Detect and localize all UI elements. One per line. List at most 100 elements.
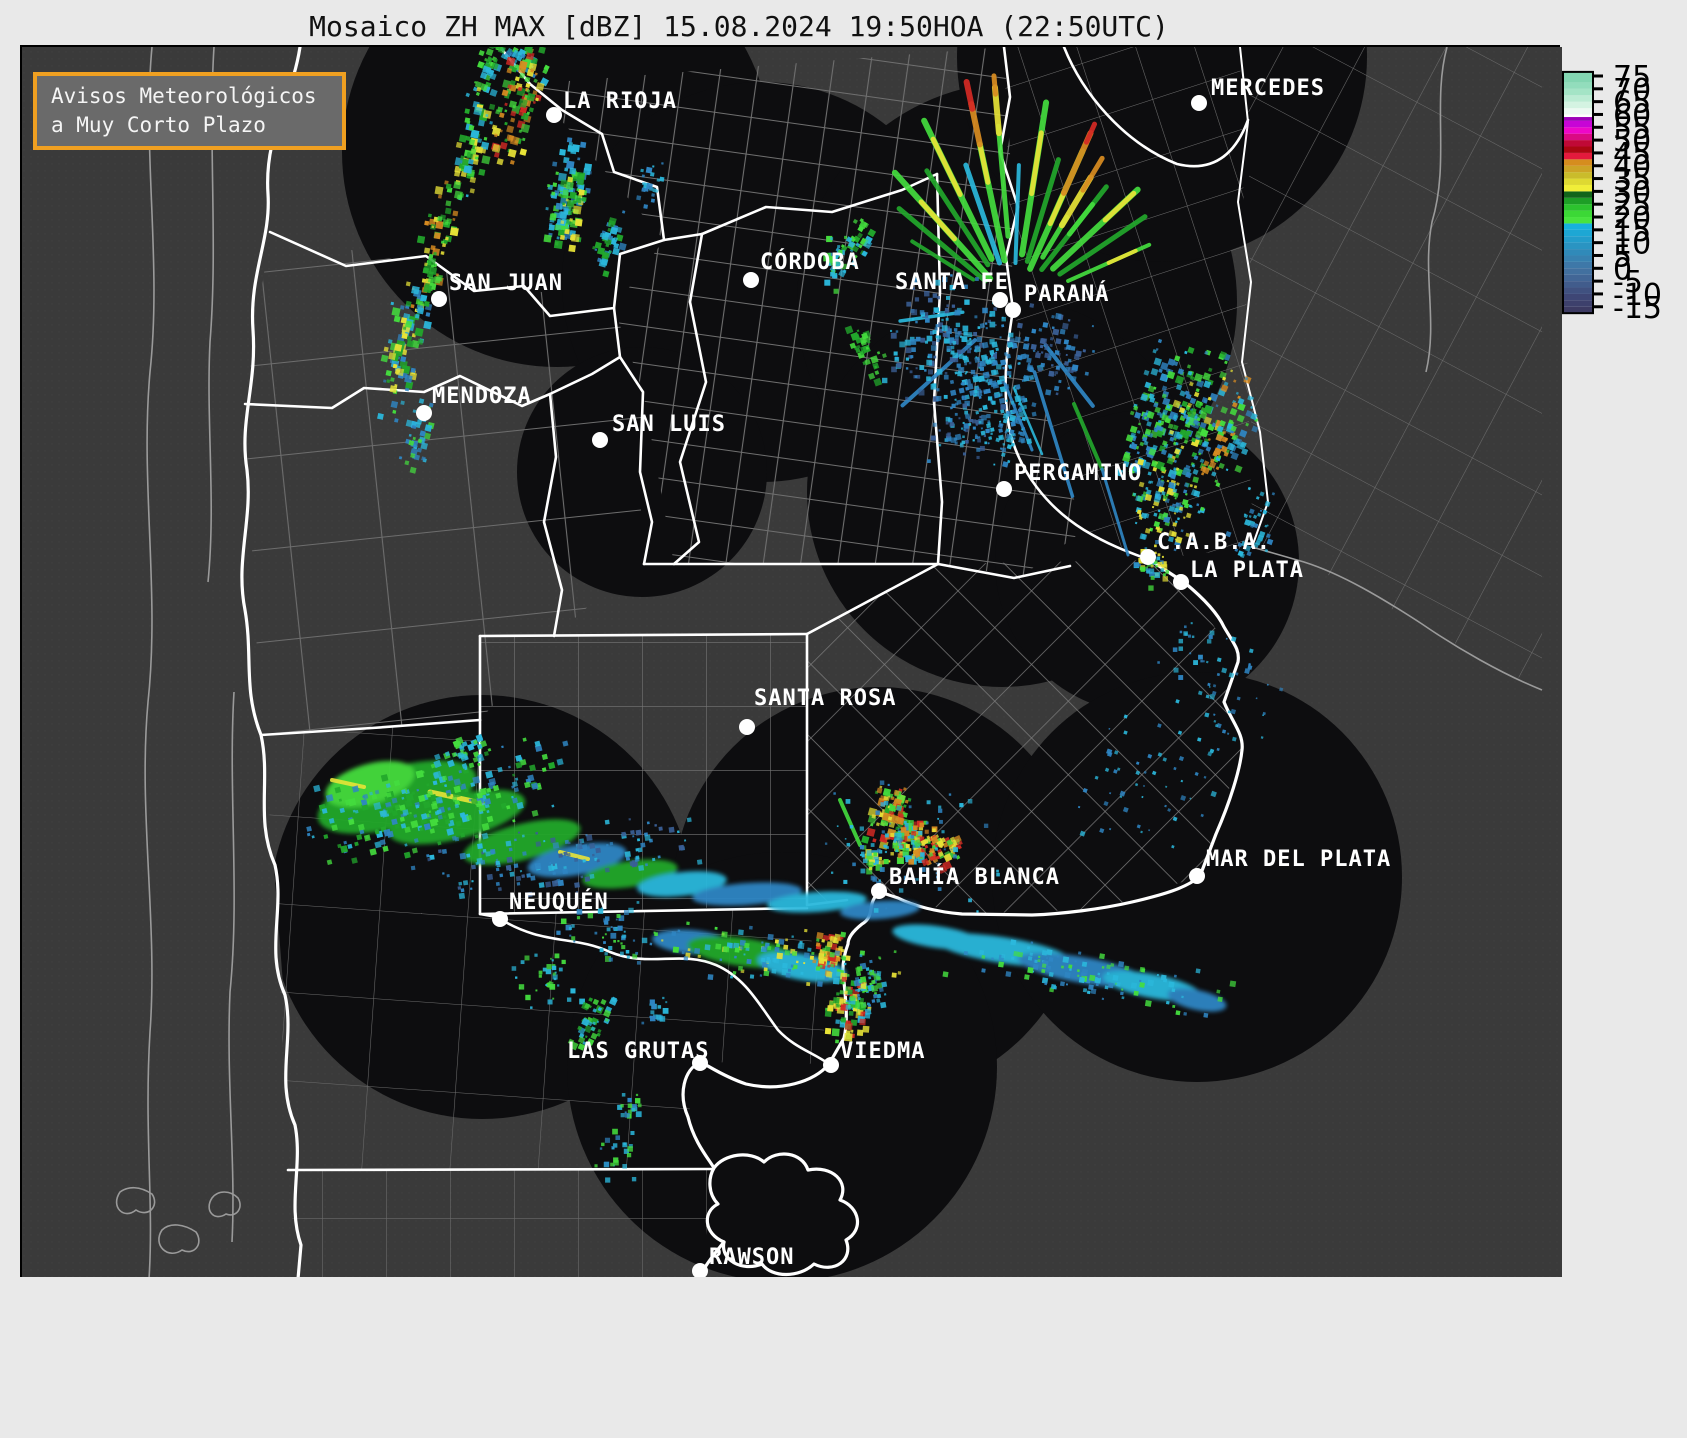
radar-spike (1032, 370, 1075, 499)
colorbar-segment (1563, 108, 1593, 115)
warning-line1: Avisos Meteorológicos (51, 84, 317, 108)
echo-speckle-cluster (1132, 458, 1206, 552)
colorbar-segment (1563, 306, 1593, 314)
radar-spike (995, 123, 1011, 239)
city-dot (996, 481, 1012, 497)
colorbar-segment (1563, 210, 1593, 218)
radar-spike (896, 206, 988, 284)
radar-spike (898, 310, 965, 323)
city-label: SAN LUIS (612, 412, 726, 437)
echo-speckle-cluster (453, 86, 496, 201)
city-label: MENDOZA (432, 384, 532, 409)
colorbar-segment (1563, 274, 1593, 282)
colorbar-tick-label: 10 (1613, 227, 1651, 262)
echo-speckle-cluster (641, 996, 669, 1025)
echo-speckles (306, 47, 1284, 1183)
warning-overlay-box: Avisos Meteorológicos a Muy Corto Plazo (33, 72, 346, 150)
colorbar-segment (1563, 293, 1593, 301)
city-dot (692, 1263, 708, 1279)
colorbar-tick-label: -15 (1613, 291, 1662, 326)
colorbar-segment (1563, 268, 1593, 275)
echo-speckle-cluster (927, 389, 1007, 466)
city-dot (1140, 549, 1156, 565)
echo-speckle-cluster (995, 402, 1037, 468)
city-label: LA RIOJA (563, 89, 677, 114)
colorbar-segment (1563, 82, 1593, 89)
echo-speckle-cluster (490, 47, 546, 166)
colorbar-segment (1563, 281, 1593, 288)
colorbar-tick-label: 65 (1613, 86, 1651, 121)
colorbar-tick-label: 30 (1613, 175, 1651, 210)
san-juan-border (243, 306, 622, 410)
city-label: VIEDMA (840, 1039, 925, 1064)
city-label: RAWSON (709, 1245, 794, 1270)
colorbar-segment (1563, 172, 1593, 179)
colorbar-segment (1563, 133, 1593, 141)
uruguay-river (1237, 47, 1269, 548)
city-dot (416, 405, 432, 421)
radar-spike (910, 239, 976, 282)
city-label: PARANÁ (1024, 281, 1109, 307)
chile-region-border (228, 691, 235, 1243)
colorbar-segment (1563, 229, 1593, 237)
colorbar-segment (1563, 204, 1593, 211)
echo-speckle-cluster (1077, 699, 1222, 849)
echo-speckle-cluster (465, 47, 506, 98)
buenosaires-nw-border (805, 562, 940, 636)
province-borders-layer (240, 47, 1269, 1279)
echo-speckle-cluster (617, 1093, 642, 1119)
city-label: SAN JUAN (449, 271, 563, 296)
echo-speckle-cluster (410, 817, 703, 900)
city-dot (1005, 302, 1021, 318)
echo-speckle-cluster (306, 737, 569, 865)
city-dot (692, 1055, 708, 1071)
city-label: SANTA FE (895, 270, 1009, 295)
radar-spike (977, 141, 991, 185)
colorbar-segment (1563, 197, 1593, 205)
echo-speckle-cluster (949, 322, 1044, 446)
colorbar-tick-label: 55 (1613, 111, 1651, 146)
city-label: SANTA ROSA (754, 686, 896, 711)
echo-speckle-cluster (636, 162, 665, 209)
echo-speckle-cluster (511, 953, 585, 1009)
brazil-border (1425, 47, 1448, 373)
colorbar-tick-label: 15 (1613, 214, 1651, 249)
radar-echo-layer (306, 47, 1284, 1183)
colorbar-tick-label: 70 (1613, 73, 1651, 108)
echo-blob (840, 900, 920, 920)
colorbar-tick-label: -5 (1613, 265, 1643, 300)
echo-streak (838, 798, 862, 847)
chile-island (158, 1224, 200, 1254)
chile-island (115, 1186, 156, 1215)
echo-speckle-cluster (942, 939, 1237, 1018)
colorbar-segment (1563, 146, 1593, 153)
cordoba-west-border (672, 232, 708, 566)
colorbar-segment (1563, 223, 1593, 230)
city-dot (1189, 868, 1205, 884)
city-markers-layer: LA RIOJA MERCEDES SAN JUAN CÓRDOBA SANTA FE P… (416, 76, 1390, 1279)
colorbar-tick-label: 50 (1613, 124, 1651, 159)
colorbar-segment (1563, 178, 1593, 185)
city-dot (823, 1057, 839, 1073)
radar-spike (1080, 155, 1105, 193)
colorbar-segment (1563, 261, 1593, 269)
echo-speckle-cluster (829, 218, 877, 278)
argentina-chile-border (240, 47, 303, 1279)
colorbar-segment (1563, 287, 1593, 294)
city-dot (431, 291, 447, 307)
radar-spike (963, 78, 976, 112)
colorbar-tick-label: 60 (1613, 98, 1651, 133)
echo-speckle-cluster (592, 210, 627, 278)
radar-spike (1057, 214, 1148, 277)
colorbar-tick-label: 40 (1613, 150, 1651, 185)
colorbar-frame (1562, 70, 1594, 315)
uruguay-coastline (1251, 546, 1543, 691)
page-title: Mosaico ZH MAX [dBZ] 15.08.2024 19:50HOA… (309, 10, 1169, 43)
colorbar-segment (1563, 236, 1593, 243)
chile-island (208, 1191, 241, 1218)
city-label: NEUQUÉN (509, 889, 609, 915)
warning-line2: a Muy Corto Plazo (51, 113, 266, 137)
radar-spike (1043, 343, 1095, 408)
city-label: LA PLATA (1190, 558, 1304, 583)
colorbar-tick-label: 35 (1613, 163, 1651, 198)
